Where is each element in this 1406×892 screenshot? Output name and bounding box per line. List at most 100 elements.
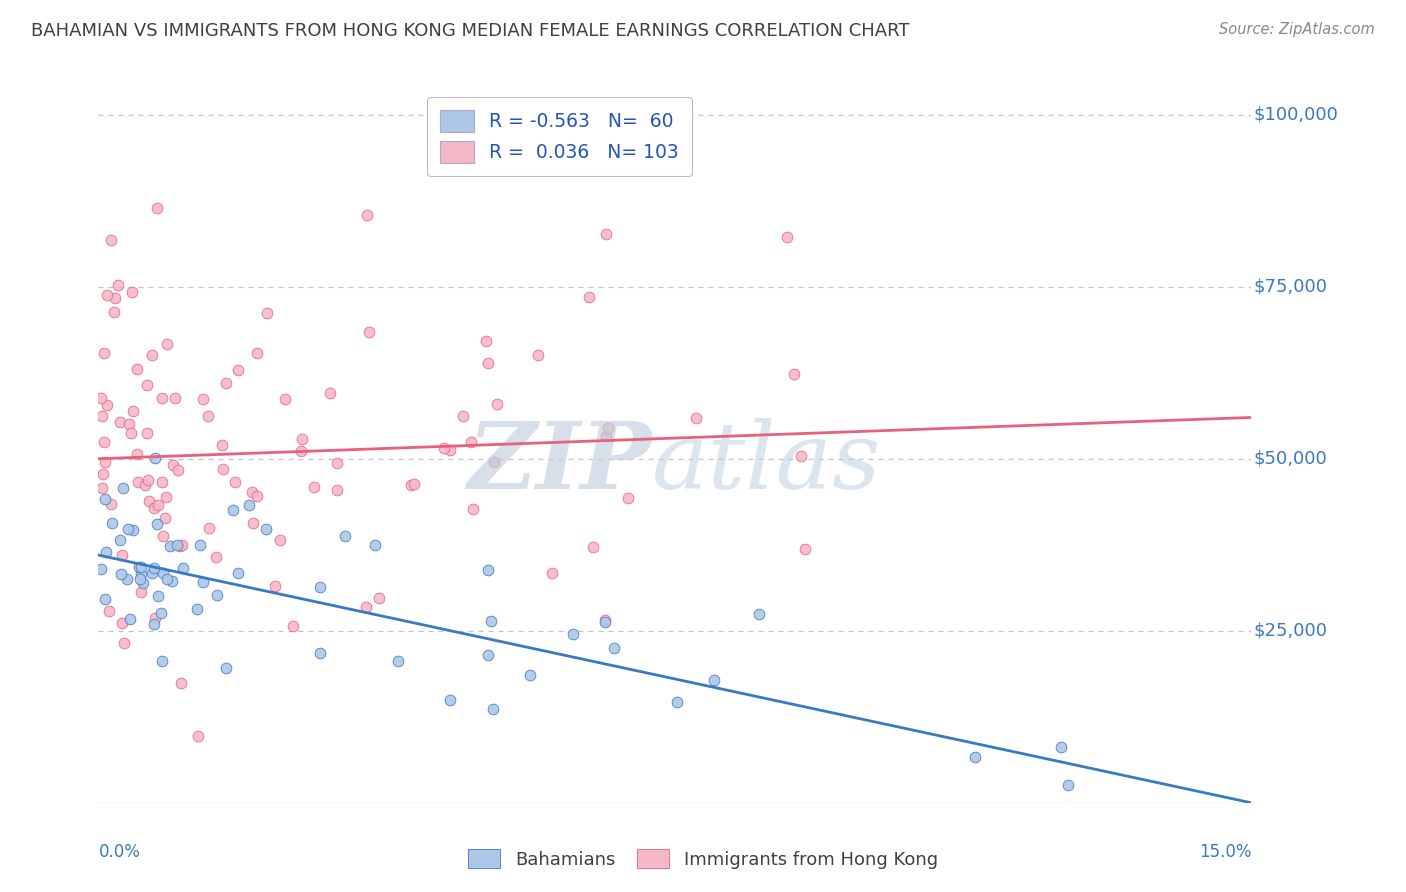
Point [308, 580, 330, 594]
Point [170, 676, 193, 690]
Point [96, 398, 118, 412]
Point [142, 616, 165, 631]
Point [121, 285, 143, 299]
Point [141, 348, 163, 362]
Point [138, 494, 160, 508]
Point [100, 233, 122, 247]
Point [703, 673, 725, 687]
Point [794, 542, 817, 557]
Text: atlas: atlas [652, 418, 882, 508]
Point [482, 702, 505, 716]
Text: BAHAMIAN VS IMMIGRANTS FROM HONG KONG MEDIAN FEMALE EARNINGS CORRELATION CHART: BAHAMIAN VS IMMIGRANTS FROM HONG KONG ME… [31, 22, 910, 40]
Point [748, 607, 770, 622]
Point [134, 478, 156, 492]
Point [240, 484, 263, 499]
Point [477, 563, 499, 577]
Point [93, 346, 115, 360]
Point [197, 409, 219, 424]
Point [364, 538, 387, 552]
Point [291, 432, 314, 446]
Point [269, 533, 291, 548]
Point [166, 539, 188, 553]
Point [222, 503, 245, 517]
Text: $100,000: $100,000 [1254, 105, 1339, 124]
Point [110, 567, 132, 582]
Point [193, 575, 215, 590]
Point [354, 599, 377, 614]
Point [90, 409, 112, 423]
Point [93, 455, 115, 469]
Point [439, 443, 461, 458]
Point [776, 230, 799, 244]
Point [122, 404, 145, 418]
Point [482, 455, 505, 469]
Point [136, 425, 159, 440]
Point [226, 566, 249, 580]
Point [246, 345, 269, 359]
Point [357, 325, 380, 339]
Point [561, 626, 583, 640]
Point [156, 572, 179, 586]
Point [143, 451, 166, 466]
Point [129, 572, 152, 586]
Point [274, 392, 297, 406]
Point [246, 489, 269, 503]
Point [150, 475, 173, 490]
Point [100, 516, 122, 530]
Point [595, 429, 617, 443]
Point [387, 654, 409, 668]
Point [399, 477, 422, 491]
Point [790, 449, 813, 463]
Point [617, 491, 640, 506]
Point [94, 492, 117, 507]
Point [228, 363, 250, 377]
Point [215, 376, 238, 390]
Point [93, 435, 115, 450]
Point [128, 560, 150, 574]
Point [224, 475, 246, 489]
Point [433, 441, 456, 455]
Text: 0.0%: 0.0% [98, 843, 141, 861]
Point [143, 611, 166, 625]
Point [965, 750, 987, 764]
Point [290, 444, 312, 458]
Point [318, 385, 340, 400]
Point [474, 334, 496, 349]
Point [578, 289, 600, 303]
Point [595, 615, 617, 629]
Point [138, 473, 160, 487]
Point [666, 695, 689, 709]
Point [111, 616, 134, 631]
Point [112, 636, 135, 650]
Point [527, 348, 550, 362]
Point [122, 524, 145, 538]
Point [100, 497, 122, 511]
Point [205, 589, 228, 603]
Point [193, 392, 215, 407]
Point [309, 646, 332, 660]
Point [215, 661, 238, 675]
Point [460, 434, 482, 449]
Point [155, 490, 177, 504]
Point [127, 447, 149, 461]
Point [238, 499, 260, 513]
Point [304, 480, 326, 494]
Point [451, 409, 474, 423]
Point [368, 591, 391, 605]
Point [519, 668, 541, 682]
Point [159, 539, 181, 553]
Point [127, 475, 149, 490]
Point [129, 560, 152, 574]
Point [131, 576, 153, 591]
Point [485, 397, 508, 411]
Point [108, 415, 131, 429]
Text: $75,000: $75,000 [1254, 277, 1327, 296]
Point [211, 462, 233, 476]
Point [141, 566, 163, 580]
Point [598, 421, 620, 435]
Point [118, 612, 141, 626]
Point [256, 305, 278, 319]
Point [335, 529, 357, 543]
Point [1050, 740, 1073, 755]
Point [90, 391, 112, 405]
